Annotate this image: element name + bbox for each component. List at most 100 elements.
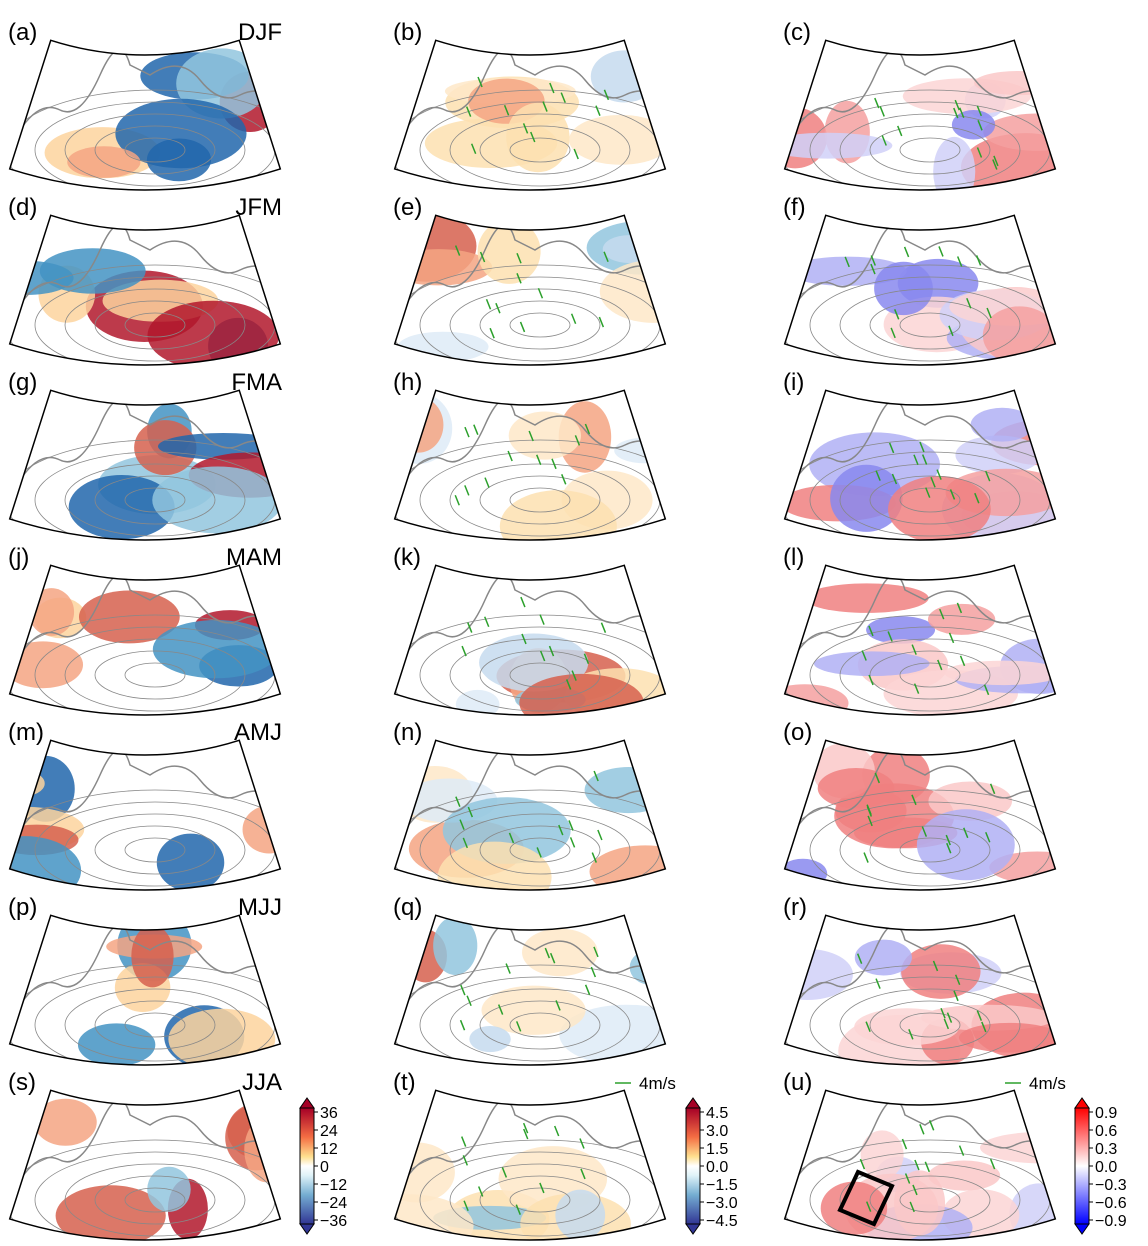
panel-label: (s) [8, 1069, 36, 1096]
vector-key-label: 4m/s [639, 1074, 676, 1093]
shading [894, 1170, 945, 1235]
map-panel [0, 40, 305, 210]
colorbar-tick-label: −0.6 [1095, 1195, 1127, 1212]
panel-label: (c) [783, 19, 811, 46]
colorbar-tick-label: 0.6 [1095, 1123, 1117, 1140]
shading [630, 950, 671, 985]
panel-label: (u) [783, 1069, 812, 1096]
shading [3, 641, 83, 688]
shading [40, 248, 146, 293]
colorbar-tick-label: −3.0 [706, 1195, 738, 1212]
shading [569, 115, 672, 165]
colorbar-tick-label: −0.3 [1095, 1177, 1127, 1194]
colorbar [1075, 1108, 1089, 1224]
shading [983, 114, 1091, 151]
map-panel [775, 390, 1095, 560]
shading [433, 916, 477, 975]
colorbar-tick-label: 0 [320, 1159, 329, 1176]
shading [585, 767, 673, 813]
shading [34, 1099, 97, 1146]
colorbar-tick-label: 0.9 [1095, 1105, 1117, 1122]
colorbar [300, 1108, 314, 1224]
shading [590, 845, 701, 897]
shading [469, 1026, 510, 1052]
panel-label: (f) [783, 194, 806, 221]
panel-label: (d) [8, 194, 37, 221]
shading [157, 834, 225, 892]
panel-label: (j) [8, 544, 29, 571]
colorbar-cap [1075, 1098, 1089, 1108]
vector-key-label: 4m/s [1029, 1074, 1066, 1093]
map-panel [385, 915, 694, 1085]
season-label: AMJ [234, 719, 282, 746]
colorbar-tick-label: 3.0 [706, 1123, 728, 1140]
map-panel [385, 740, 701, 912]
shading [78, 1023, 155, 1066]
map-panel [775, 740, 1085, 910]
map-panel [0, 390, 311, 560]
colorbar-tick-label: 36 [320, 1105, 338, 1122]
shading [555, 1190, 605, 1241]
shading [600, 260, 707, 323]
shading [763, 133, 892, 159]
shading [763, 949, 853, 1000]
map-panel [775, 1090, 1106, 1241]
colorbar-cap [1075, 1224, 1089, 1234]
season-label: JFM [235, 194, 282, 221]
colorbar-cap [300, 1098, 314, 1108]
panel-label: (m) [8, 719, 44, 746]
panel-label: (n) [393, 719, 422, 746]
shading [861, 1130, 904, 1179]
panel-label: (a) [8, 19, 37, 46]
colorbar-tick-label: 0.3 [1095, 1141, 1117, 1158]
shading [933, 137, 975, 206]
map-panel [376, 210, 707, 385]
shading [874, 262, 933, 315]
panel-label: (o) [783, 719, 812, 746]
map-panel [385, 565, 690, 735]
figure: (a)DJF(b)(c)(d)JFM(e)(f)(g)FMA(h)(i)(j)M… [0, 0, 1148, 1241]
shading [131, 925, 173, 988]
map-panel [385, 40, 690, 210]
shading [380, 1142, 455, 1202]
season-label: MJJ [238, 894, 282, 921]
panel-label: (l) [783, 544, 804, 571]
shading [168, 1009, 275, 1070]
panel-label: (b) [393, 19, 422, 46]
colorbar-tick-label: −24 [320, 1195, 347, 1212]
shading [805, 583, 929, 613]
map-panel [0, 909, 305, 1085]
shading [952, 110, 995, 140]
season-label: FMA [231, 369, 282, 396]
shading [500, 490, 617, 562]
colorbar-tick-label: −36 [320, 1213, 347, 1230]
map-panel [763, 915, 1080, 1087]
colorbar [686, 1108, 700, 1224]
shading [888, 476, 991, 543]
map-panel [0, 565, 305, 735]
shading [398, 332, 489, 362]
colorbar-tick-label: −0.9 [1095, 1213, 1127, 1230]
colorbar-tick-label: −1.5 [706, 1177, 738, 1194]
shading [761, 684, 849, 722]
season-label: JJA [242, 1069, 282, 1096]
map-panel [0, 1090, 305, 1241]
shading [814, 651, 930, 676]
map-panel [0, 740, 305, 910]
colorbar-cap [686, 1098, 700, 1108]
panel-label: (i) [783, 369, 804, 396]
map-panel [0, 215, 305, 385]
panel-label: (e) [393, 194, 422, 221]
shading [456, 690, 500, 719]
panel-label: (h) [393, 369, 422, 396]
colorbar-tick-label: −12 [320, 1177, 347, 1194]
panel-label: (t) [393, 1069, 416, 1096]
shading [522, 929, 598, 977]
panel-label: (r) [783, 894, 807, 921]
map-panel [385, 390, 690, 562]
shading [901, 944, 980, 999]
season-label: MAM [226, 544, 282, 571]
shading [855, 940, 912, 976]
colorbar-tick-label: −4.5 [706, 1213, 738, 1230]
colorbar-cap [686, 1224, 700, 1234]
